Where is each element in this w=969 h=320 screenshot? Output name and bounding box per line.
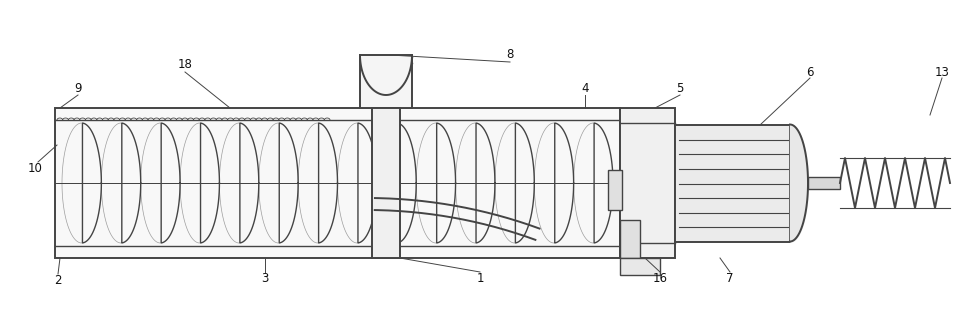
Bar xyxy=(808,177,840,189)
Text: 1: 1 xyxy=(476,271,484,284)
Bar xyxy=(675,125,790,242)
Text: 10: 10 xyxy=(27,162,43,174)
Text: 5: 5 xyxy=(676,82,684,94)
Bar xyxy=(620,258,660,275)
Bar xyxy=(372,108,400,258)
Text: 4: 4 xyxy=(581,82,589,94)
Bar xyxy=(620,220,640,258)
Text: 9: 9 xyxy=(75,82,81,94)
Bar xyxy=(620,108,675,258)
Bar xyxy=(608,170,622,210)
Text: 8: 8 xyxy=(507,49,514,61)
Text: 13: 13 xyxy=(934,66,950,78)
Polygon shape xyxy=(360,55,412,95)
Bar xyxy=(55,108,620,258)
Text: 18: 18 xyxy=(177,59,193,71)
Bar xyxy=(360,55,412,108)
Text: 16: 16 xyxy=(652,271,668,284)
Text: 6: 6 xyxy=(806,66,814,78)
Text: 7: 7 xyxy=(726,271,734,284)
Text: 3: 3 xyxy=(262,271,268,284)
Text: 2: 2 xyxy=(54,274,62,286)
